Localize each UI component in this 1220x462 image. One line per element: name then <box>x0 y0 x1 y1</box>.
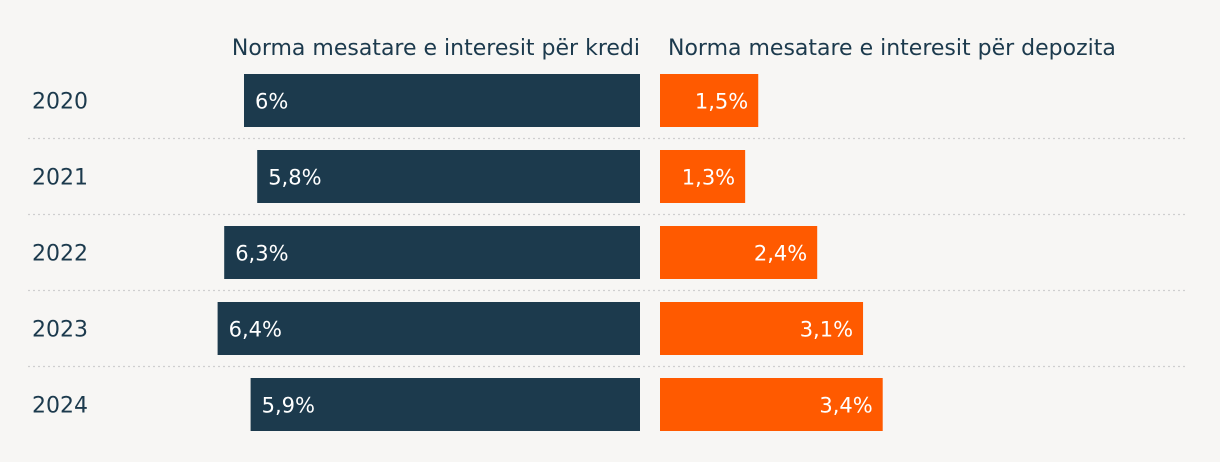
bar-kredi-label: 6,3% <box>235 242 288 266</box>
bar-depozita <box>660 150 746 203</box>
header-kredi: Norma mesatare e interesit për kredi <box>232 36 640 61</box>
bar-kredi <box>250 378 640 431</box>
bar-depozita <box>660 378 883 431</box>
bar-depozita <box>660 74 759 127</box>
bar-depozita-label: 2,4% <box>754 242 807 266</box>
bar-depozita-label: 3,4% <box>819 394 872 418</box>
bar-kredi-label: 6% <box>255 90 288 114</box>
bar-depozita-label: 1,5% <box>695 90 748 114</box>
year-label: 2024 <box>32 394 88 419</box>
chart-rows: 2020 6% 1,5% 2021 5,8% 1,3% 2022 6,3% 2,4% 2023 6,… <box>28 74 1188 431</box>
bar-kredi-label: 5,8% <box>268 166 321 190</box>
year-label: 2023 <box>32 318 88 343</box>
bar-kredi <box>257 150 640 203</box>
bar-depozita <box>660 302 864 355</box>
year-label: 2022 <box>32 242 88 267</box>
bar-kredi <box>217 302 640 355</box>
bar-depozita-label: 1,3% <box>682 166 735 190</box>
header-depozita: Norma mesatare e interesit për depozita <box>668 36 1116 61</box>
bar-kredi-label: 5,9% <box>262 394 315 418</box>
year-label: 2020 <box>32 90 88 115</box>
bar-depozita-label: 3,1% <box>800 318 853 342</box>
bar-kredi <box>244 74 640 127</box>
year-label: 2021 <box>32 166 88 191</box>
bar-kredi <box>224 226 640 279</box>
bar-depozita <box>660 226 818 279</box>
bar-kredi-label: 6,4% <box>229 318 282 342</box>
